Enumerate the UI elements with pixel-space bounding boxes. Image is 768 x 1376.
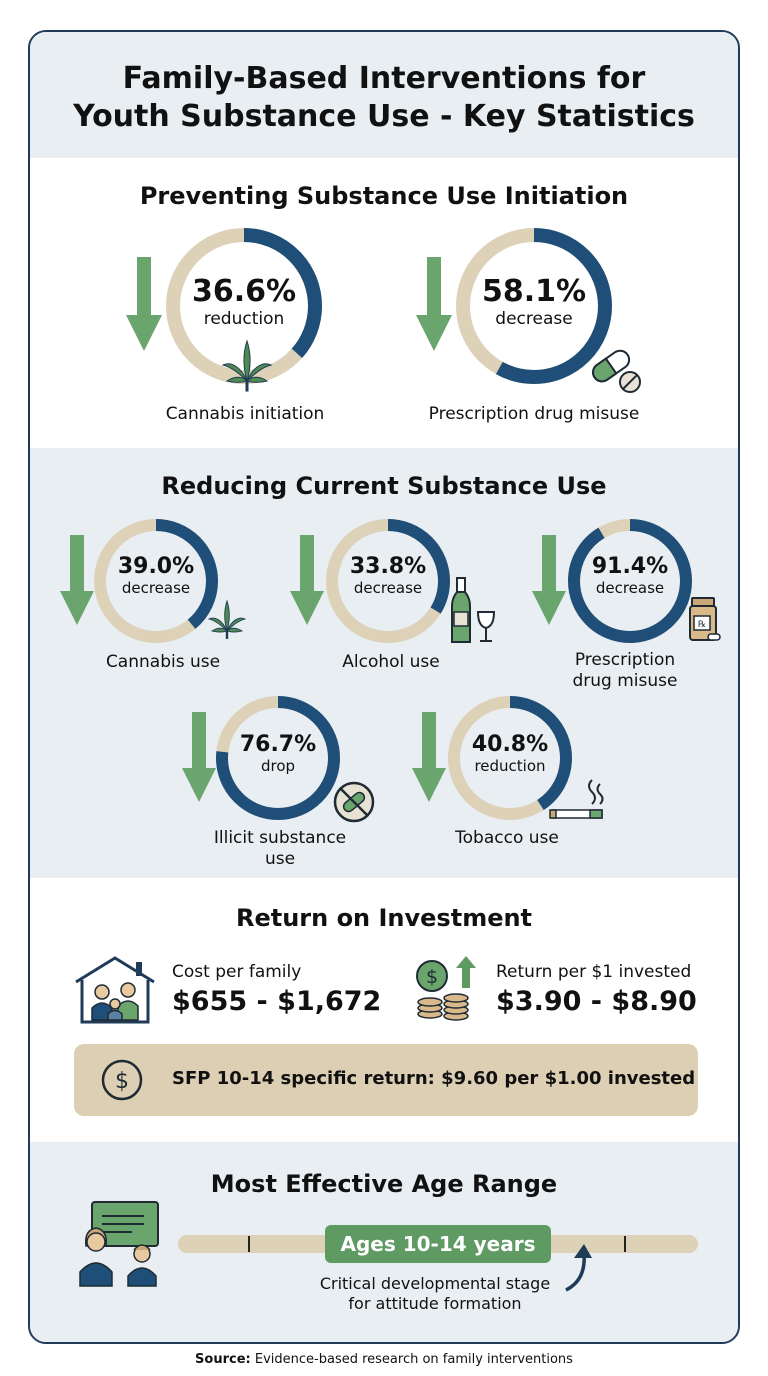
stat-value: 36.6% bbox=[191, 274, 297, 309]
cannabis-leaf-icon bbox=[207, 599, 247, 639]
roi-title: Return on Investment bbox=[235, 904, 533, 932]
age-note-line-2: for attitude formation bbox=[348, 1294, 522, 1313]
source-label: Source: bbox=[195, 1352, 251, 1367]
title-line-1: Family-Based Interventions for bbox=[122, 61, 646, 96]
infographic-frame: Family-Based Interventions for Youth Sub… bbox=[28, 30, 740, 1344]
pill-bottle-icon: ℞ bbox=[689, 597, 721, 641]
tobacco-use-ring bbox=[448, 696, 572, 820]
down-arrow-icon bbox=[416, 257, 452, 351]
donut-ring bbox=[326, 519, 450, 643]
family-house-icon bbox=[75, 956, 155, 1024]
stat-word: decrease bbox=[121, 579, 191, 597]
stat-label: Alcohol use bbox=[342, 652, 440, 672]
stat-label-line-1: Prescription bbox=[574, 650, 676, 670]
ring-fill-arc bbox=[456, 228, 612, 384]
return-value: $3.90 - $8.90 bbox=[496, 986, 697, 1017]
age-note-line-1: Critical developmental stage bbox=[319, 1274, 551, 1293]
cigarette-icon bbox=[549, 779, 604, 819]
donut-ring bbox=[456, 228, 612, 384]
source-note: Source: Evidence-based research on famil… bbox=[0, 1352, 768, 1367]
stat-word: decrease bbox=[495, 309, 573, 329]
stat-label: Cannabis initiation bbox=[165, 404, 325, 424]
stat-label: Tobacco use bbox=[455, 828, 559, 848]
stat-word: drop bbox=[260, 757, 296, 775]
current-use-title: Reducing Current Substance Use bbox=[161, 472, 607, 500]
stat-label: Prescription drug misuse bbox=[540, 650, 710, 692]
stat-word: reduction bbox=[474, 757, 546, 775]
wine-bottle-icon bbox=[451, 577, 496, 643]
down-arrow-icon bbox=[412, 712, 446, 802]
money-growth-icon: $ bbox=[416, 956, 476, 1021]
curved-arrow-icon bbox=[565, 1244, 592, 1292]
down-arrow-icon bbox=[532, 535, 566, 625]
sfp-return-text: SFP 10-14 specific return: $9.60 per $1.… bbox=[172, 1068, 696, 1089]
ring-fill-arc bbox=[448, 696, 572, 820]
pill-capsule-icon bbox=[592, 349, 641, 393]
down-arrow-icon bbox=[182, 712, 216, 802]
down-arrow-icon bbox=[126, 257, 162, 351]
donut-ring bbox=[216, 696, 340, 820]
stat-value: 91.4% bbox=[591, 554, 669, 579]
cost-label: Cost per family bbox=[172, 962, 302, 982]
svg-text:℞: ℞ bbox=[698, 620, 706, 630]
donut-ring bbox=[448, 696, 572, 820]
prescription-initiation-ring bbox=[456, 228, 612, 384]
alcohol-use-ring bbox=[326, 519, 450, 643]
stat-value: 76.7% bbox=[239, 732, 317, 757]
ring-fill-arc bbox=[94, 519, 218, 643]
ring-fill-arc bbox=[216, 696, 340, 820]
stat-label: Prescription drug misuse bbox=[428, 404, 640, 424]
header-band bbox=[30, 32, 738, 158]
stat-word: decrease bbox=[595, 579, 665, 597]
stat-word: reduction bbox=[203, 309, 285, 329]
cost-value: $655 - $1,672 bbox=[172, 986, 382, 1017]
stat-value: 58.1% bbox=[481, 274, 587, 309]
donut-ring bbox=[94, 519, 218, 643]
source-text: Evidence-based research on family interv… bbox=[254, 1352, 573, 1367]
down-arrow-icon bbox=[290, 535, 324, 625]
ring-fill-arc bbox=[568, 519, 692, 643]
stat-label-line-2: drug misuse bbox=[572, 671, 678, 691]
age-range-pill: Ages 10-14 years bbox=[325, 1225, 551, 1263]
stat-label: Cannabis use bbox=[105, 652, 221, 672]
page-title: Family-Based Interventions for Youth Sub… bbox=[30, 60, 738, 136]
cannabis-use-ring bbox=[94, 519, 218, 643]
timeline-tick bbox=[248, 1236, 250, 1252]
illicit-use-ring bbox=[216, 696, 340, 820]
no-drugs-icon bbox=[333, 781, 375, 823]
return-label: Return per $1 invested bbox=[496, 962, 692, 982]
prevention-title: Preventing Substance Use Initiation bbox=[139, 182, 629, 210]
sfp-return-box: $ SFP 10-14 specific return: $9.60 per $… bbox=[74, 1044, 698, 1116]
down-arrow-icon bbox=[60, 535, 94, 625]
parent-child-icon bbox=[79, 1201, 159, 1287]
title-line-2: Youth Substance Use - Key Statistics bbox=[73, 99, 695, 134]
stat-value: 39.0% bbox=[117, 554, 195, 579]
stat-label: Illicit substance use bbox=[180, 828, 380, 870]
dollar-coin-icon: $ bbox=[101, 1059, 143, 1101]
age-note: Critical developmental stage for attitud… bbox=[290, 1274, 580, 1314]
prescription-use-ring bbox=[568, 519, 692, 643]
ring-fill-arc bbox=[166, 228, 322, 384]
timeline-tick bbox=[624, 1236, 626, 1252]
ring-fill-arc bbox=[326, 519, 450, 643]
stat-value: 33.8% bbox=[349, 554, 427, 579]
stat-word: decrease bbox=[353, 579, 423, 597]
stat-label-line-2: use bbox=[264, 849, 296, 869]
donut-ring bbox=[568, 519, 692, 643]
svg-text:$: $ bbox=[426, 966, 438, 988]
stat-label-line-1: Illicit substance bbox=[213, 828, 347, 848]
cannabis-leaf-icon bbox=[221, 339, 273, 392]
stat-value: 40.8% bbox=[471, 732, 549, 757]
svg-text:$: $ bbox=[115, 1069, 129, 1094]
age-title: Most Effective Age Range bbox=[210, 1170, 558, 1198]
